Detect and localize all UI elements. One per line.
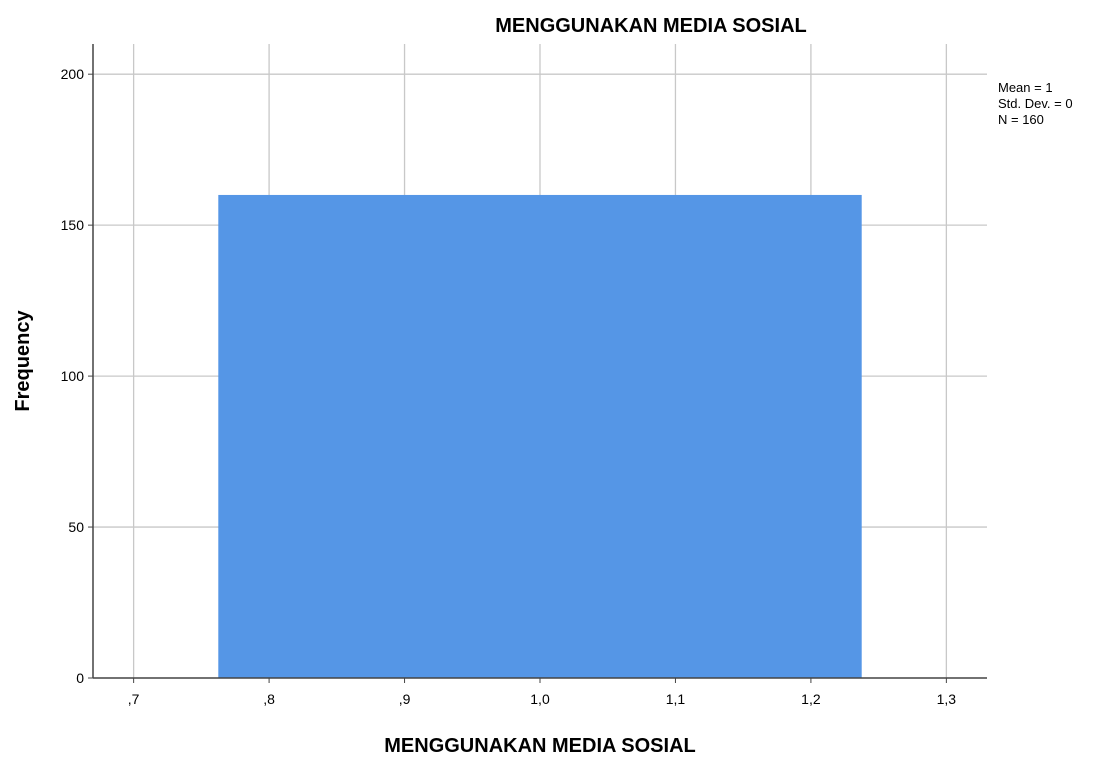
legend-n: N = 160 [998,112,1044,127]
x-tick-label: ,8 [263,691,275,707]
x-tick-label: ,7 [128,691,140,707]
y-tick-label: 200 [61,66,85,82]
histogram-bar [218,194,862,678]
x-tick-label: 1,1 [666,691,686,707]
y-tick-label: 100 [61,368,85,384]
x-axis-label: MENGGUNAKAN MEDIA SOSIAL [384,735,695,755]
chart-title: MENGGUNAKAN MEDIA SOSIAL [495,15,806,37]
x-tick-label: 1,3 [937,691,957,707]
x-tick-label: ,9 [399,691,411,707]
legend-std-dev: Std. Dev. = 0 [998,96,1073,111]
legend-mean: Mean = 1 [998,80,1053,95]
y-tick-label: 50 [68,519,84,535]
ticks-layer: 0 50 100 150 200 ,7 ,8 ,9 1,0 1,1 1,2 1,3 [61,66,957,707]
stats-legend: Mean = 1 Std. Dev. = 0 N = 160 [998,80,1073,127]
y-tick-label: 0 [76,670,84,686]
x-tick-label: 1,0 [530,691,550,707]
bars-layer [218,194,862,678]
y-axis-label: Frequency [12,310,34,412]
x-tick-label: 1,2 [801,691,821,707]
y-tick-label: 150 [61,217,85,233]
